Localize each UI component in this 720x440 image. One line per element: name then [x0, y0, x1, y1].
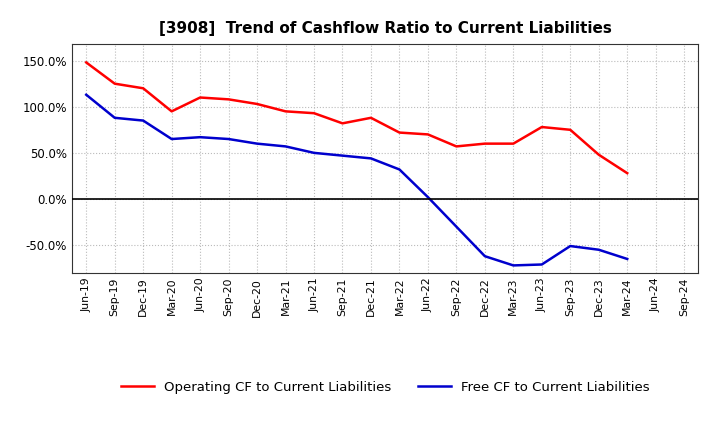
Operating CF to Current Liabilities — [310, 110, 318, 116]
Free CF to Current Liabilities — [82, 92, 91, 97]
Operating CF to Current Liabilities — [139, 86, 148, 91]
Free CF to Current Liabilities — [452, 224, 461, 229]
Free CF to Current Liabilities — [167, 136, 176, 142]
Free CF to Current Liabilities — [537, 262, 546, 267]
Free CF to Current Liabilities — [310, 150, 318, 155]
Operating CF to Current Liabilities — [480, 141, 489, 146]
Free CF to Current Liabilities — [110, 115, 119, 121]
Operating CF to Current Liabilities — [225, 97, 233, 102]
Free CF to Current Liabilities — [395, 167, 404, 172]
Free CF to Current Liabilities — [566, 243, 575, 249]
Operating CF to Current Liabilities — [253, 101, 261, 106]
Operating CF to Current Liabilities — [338, 121, 347, 126]
Operating CF to Current Liabilities — [110, 81, 119, 86]
Free CF to Current Liabilities — [338, 153, 347, 158]
Free CF to Current Liabilities — [623, 257, 631, 262]
Operating CF to Current Liabilities — [282, 109, 290, 114]
Operating CF to Current Liabilities — [82, 60, 91, 65]
Free CF to Current Liabilities — [366, 156, 375, 161]
Operating CF to Current Liabilities — [395, 130, 404, 135]
Free CF to Current Liabilities — [282, 144, 290, 149]
Free CF to Current Liabilities — [480, 253, 489, 259]
Operating CF to Current Liabilities — [537, 125, 546, 130]
Free CF to Current Liabilities — [139, 118, 148, 123]
Operating CF to Current Liabilities — [423, 132, 432, 137]
Free CF to Current Liabilities — [595, 247, 603, 253]
Title: [3908]  Trend of Cashflow Ratio to Current Liabilities: [3908] Trend of Cashflow Ratio to Curren… — [159, 21, 611, 36]
Free CF to Current Liabilities — [225, 136, 233, 142]
Operating CF to Current Liabilities — [167, 109, 176, 114]
Operating CF to Current Liabilities — [452, 144, 461, 149]
Line: Free CF to Current Liabilities: Free CF to Current Liabilities — [86, 95, 627, 265]
Line: Operating CF to Current Liabilities: Operating CF to Current Liabilities — [86, 62, 627, 173]
Free CF to Current Liabilities — [253, 141, 261, 146]
Operating CF to Current Liabilities — [366, 115, 375, 121]
Operating CF to Current Liabilities — [595, 152, 603, 158]
Free CF to Current Liabilities — [509, 263, 518, 268]
Legend: Operating CF to Current Liabilities, Free CF to Current Liabilities: Operating CF to Current Liabilities, Fre… — [115, 375, 655, 399]
Operating CF to Current Liabilities — [196, 95, 204, 100]
Free CF to Current Liabilities — [423, 194, 432, 200]
Operating CF to Current Liabilities — [566, 127, 575, 132]
Operating CF to Current Liabilities — [623, 171, 631, 176]
Free CF to Current Liabilities — [196, 135, 204, 140]
Operating CF to Current Liabilities — [509, 141, 518, 146]
